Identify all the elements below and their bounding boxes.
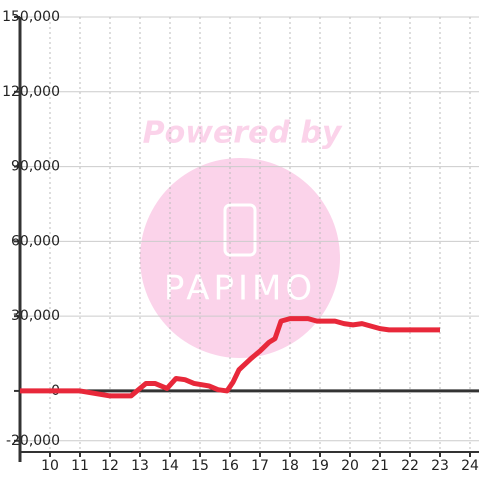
x-tick-label: 13 xyxy=(131,458,149,474)
x-tick-label: 19 xyxy=(311,458,329,474)
x-tick-label: 21 xyxy=(371,458,389,474)
x-tick-label: 11 xyxy=(71,458,89,474)
x-tick-label: 18 xyxy=(281,458,299,474)
line xyxy=(20,316,440,399)
watermark-logo: PAPIMO xyxy=(164,269,316,309)
x-tick-label: 23 xyxy=(431,458,449,474)
x-tick-label: 10 xyxy=(41,458,59,474)
y-tick-label: 30,000 xyxy=(11,308,60,324)
x-tick-label: 22 xyxy=(401,458,419,474)
y-tick-label: 120,000 xyxy=(2,84,60,100)
x-tick-label: 15 xyxy=(191,458,209,474)
y-tick-label: 90,000 xyxy=(11,159,60,175)
watermark-text: Powered by xyxy=(143,116,343,151)
x-tick-label: 24 xyxy=(461,458,479,474)
y-tick-label: -20,000 xyxy=(6,433,60,449)
y-tick-label: 60,000 xyxy=(11,233,60,249)
x-tick-label: 12 xyxy=(101,458,119,474)
x-tick-label: 16 xyxy=(221,458,239,474)
x-tick-label: 17 xyxy=(251,458,269,474)
x-tick-label: 20 xyxy=(341,458,359,474)
x-tick-label: 14 xyxy=(161,458,179,474)
y-tick-label: 150,000 xyxy=(2,9,60,25)
watermark-icon xyxy=(223,203,257,257)
